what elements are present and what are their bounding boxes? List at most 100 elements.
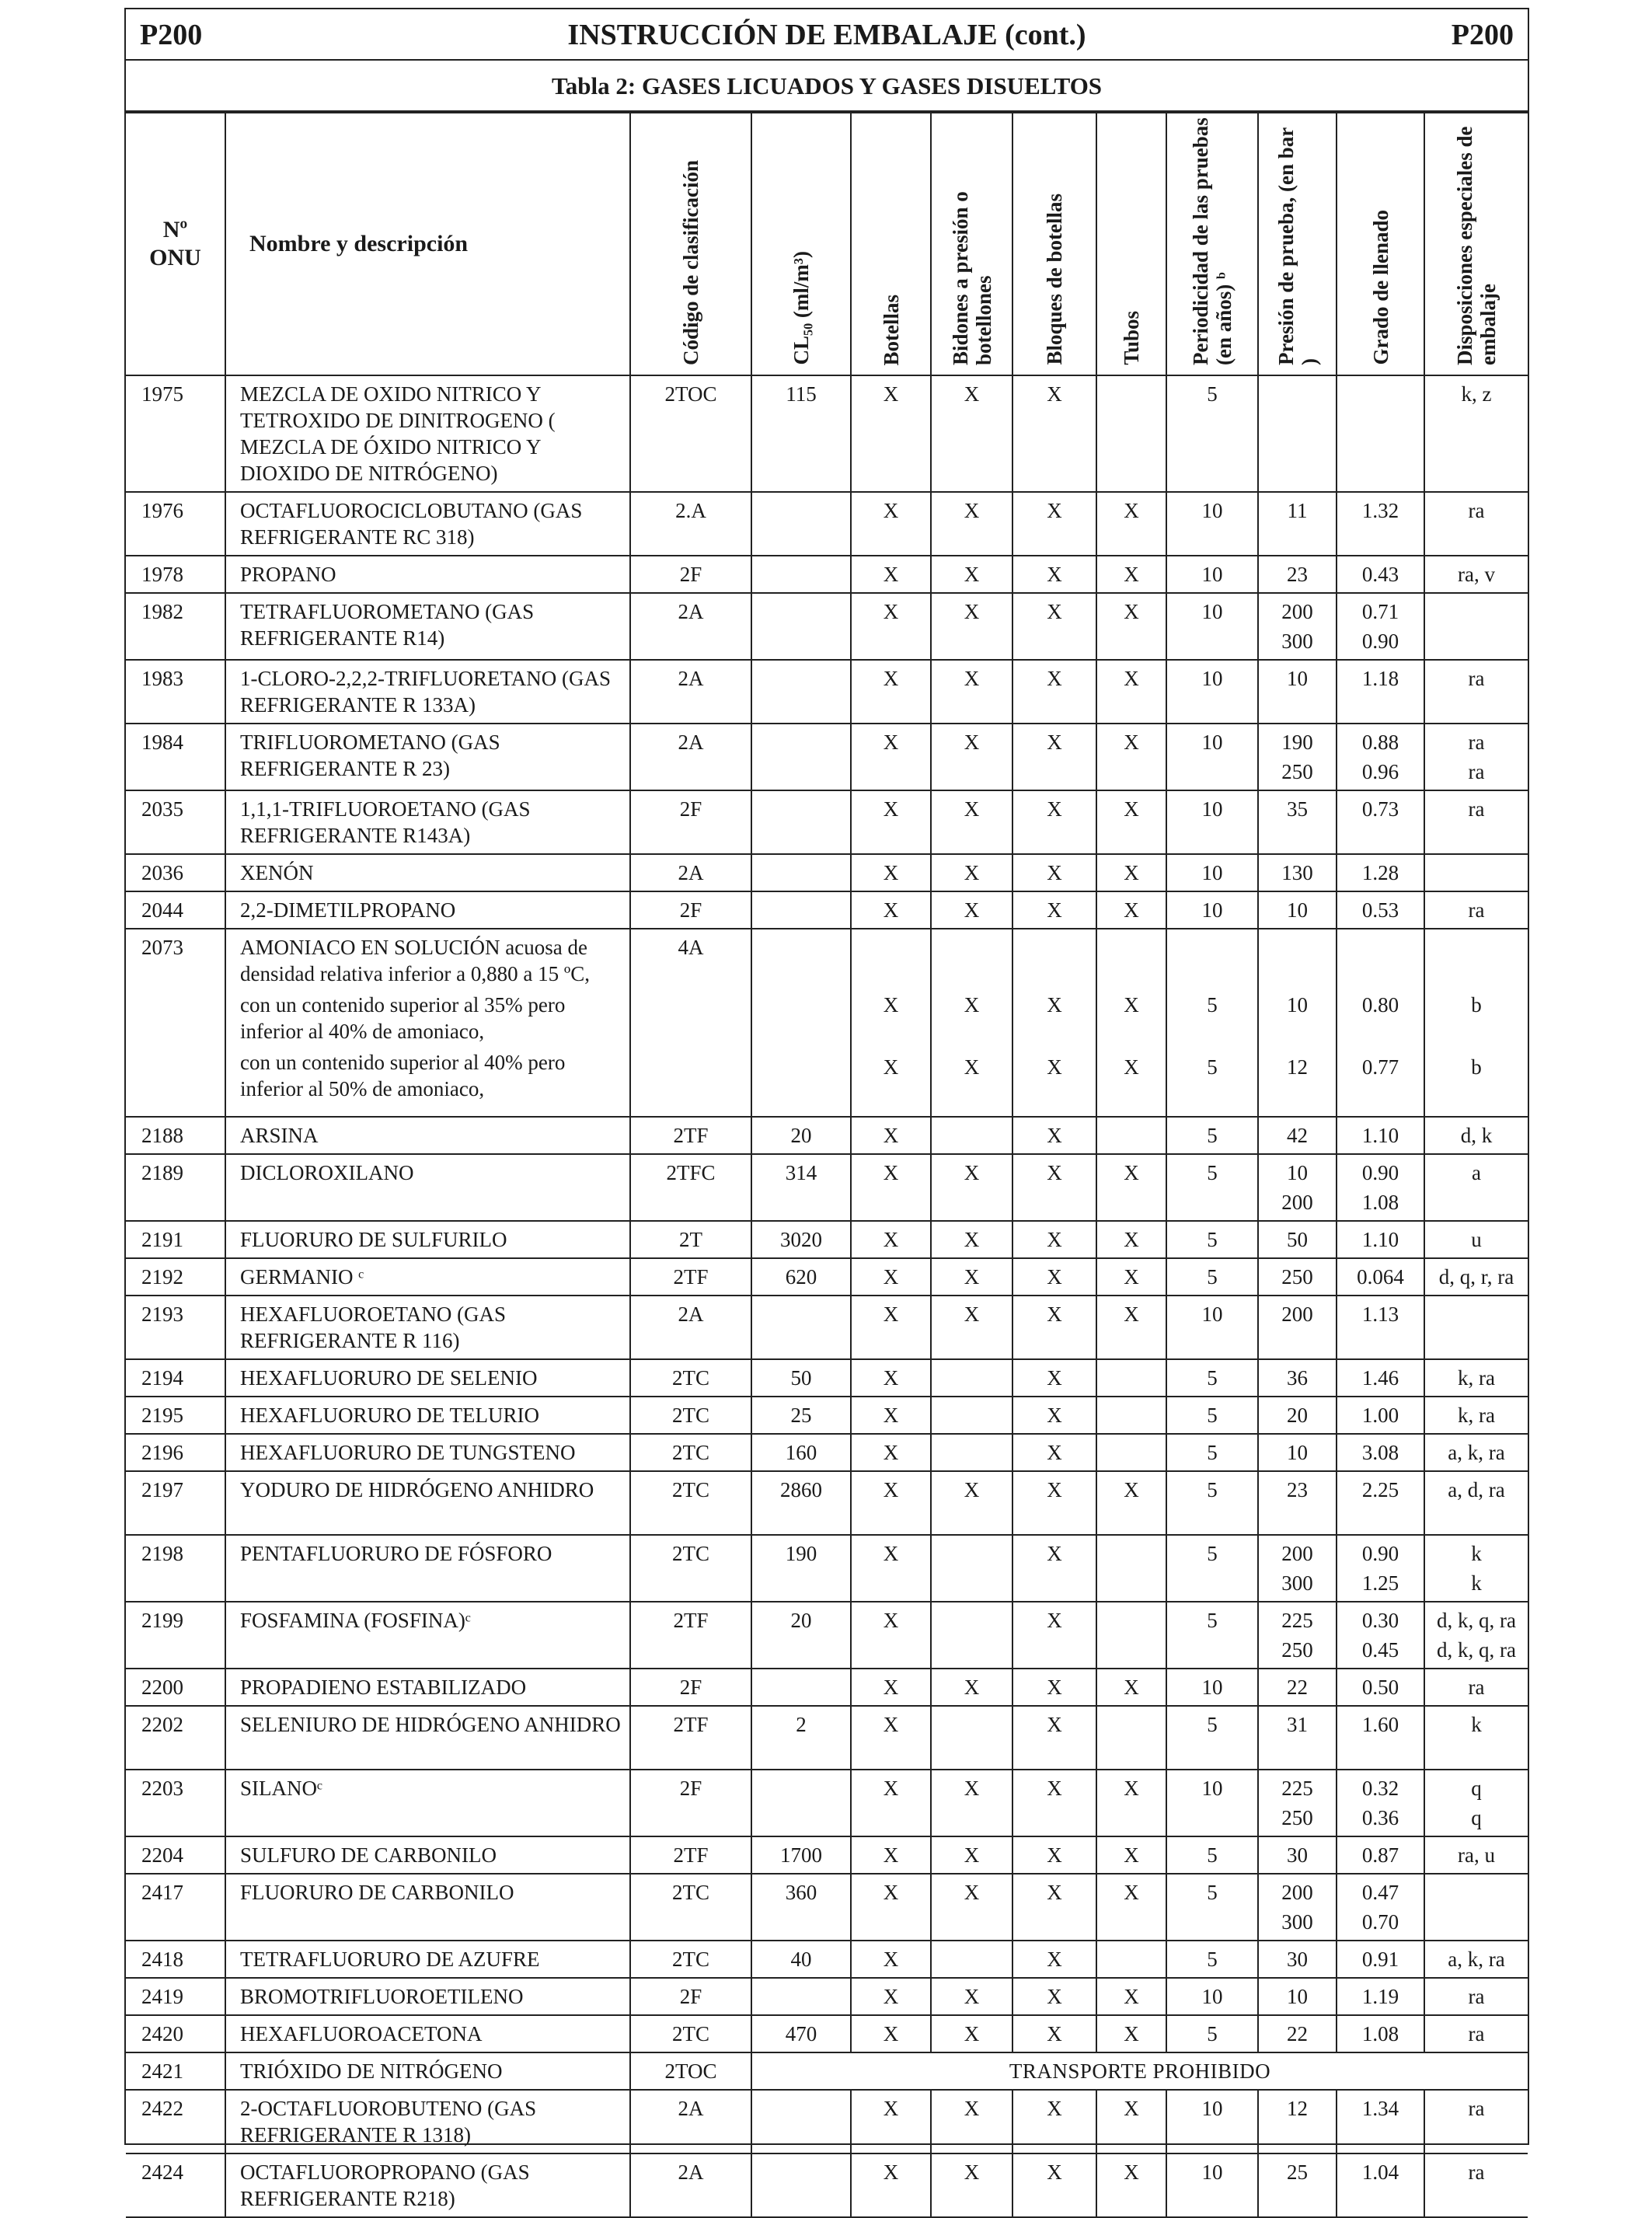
- un-number-cell: 2194: [126, 1358, 226, 1397]
- un-number-cell: 2188: [126, 1116, 226, 1155]
- substance-name-cell: XENÓN: [225, 853, 631, 892]
- filling-ratio-cell: 1.04: [1336, 2153, 1425, 2218]
- cylinders-cell: X: [850, 1534, 932, 1602]
- un-number-cell: 2420: [126, 2014, 226, 2053]
- test-pressure-cell: 12: [1257, 2089, 1337, 2154]
- special-provisions-cell: k, ra: [1424, 1396, 1528, 1435]
- filling-ratio-cell: 0.80 0.77: [1336, 928, 1425, 1118]
- cl50-cell: [751, 891, 852, 929]
- test-pressure-cell: 200 300: [1257, 1534, 1337, 1602]
- pressure-drums-cell: X: [930, 375, 1013, 493]
- test-pressure-cell: 225 250: [1257, 1769, 1337, 1837]
- cl50-cell: 160: [751, 1433, 852, 1472]
- pressure-drums-cell: [930, 1940, 1013, 1979]
- cylinders-cell: X: [850, 2014, 932, 2053]
- substance-name-cell: TETRAFLUOROMETANO (GAS REFRIGERANTE R14): [225, 592, 631, 661]
- un-number-cell: 1984: [126, 723, 226, 791]
- substance-name-text: PENTAFLUORURO DE FÓSFORO: [240, 1542, 552, 1565]
- class-code-cell: 2A: [629, 723, 752, 791]
- substance-name-cell: 1,1,1-TRIFLUOROETANO (GAS REFRIGERANTE R…: [225, 790, 631, 855]
- special-provisions-cell: d, k: [1424, 1116, 1528, 1155]
- un-number-cell: 2200: [126, 1668, 226, 1707]
- substance-name-cell: SILANOᶜ: [225, 1769, 631, 1837]
- substance-name-text: GERMANIO ᶜ: [240, 1265, 364, 1289]
- substance-name-text: FLUORURO DE CARBONILO: [240, 1881, 514, 1904]
- tubes-cell: X: [1096, 1836, 1167, 1874]
- cl50-cell: [751, 853, 852, 892]
- substance-name-cell: OCTAFLUOROPROPANO (GAS REFRIGERANTE R218…: [225, 2153, 631, 2218]
- special-provisions-cell: ra, v: [1424, 555, 1528, 594]
- pressure-drums-cell: [930, 1116, 1013, 1155]
- class-code-cell: 2TC: [629, 1873, 752, 1941]
- un-number-cell: 2203: [126, 1769, 226, 1837]
- substance-name-cell: OCTAFLUOROCICLOBUTANO (GAS REFRIGERANTE …: [225, 491, 631, 556]
- cl50-cell: [751, 2153, 852, 2218]
- test-pressure-cell: 190 250: [1257, 723, 1337, 791]
- un-number-cell: 2198: [126, 1534, 226, 1602]
- test-pressure-cell: 200: [1257, 1295, 1337, 1360]
- substance-name-cell: GERMANIO ᶜ: [225, 1257, 631, 1296]
- filling-ratio-cell: 0.71 0.90: [1336, 592, 1425, 661]
- test-pressure-cell: 50: [1257, 1220, 1337, 1259]
- un-number-cell: 2193: [126, 1295, 226, 1360]
- table-row: 2422 2-OCTAFLUOROBUTENO (GAS REFRIGERANTE…: [126, 2089, 1528, 2154]
- special-provisions-cell: d, q, r, ra: [1424, 1257, 1528, 1296]
- un-number-cell: 2192: [126, 1257, 226, 1296]
- cylinders-cell: X: [850, 1358, 932, 1397]
- cl50-cell: 25: [751, 1396, 852, 1435]
- bundles-cell: X: [1012, 1705, 1097, 1770]
- pressure-drums-cell: [930, 1705, 1013, 1770]
- pressure-drums-cell: X: [930, 1873, 1013, 1941]
- filling-ratio-cell: 1.10: [1336, 1116, 1425, 1155]
- substance-name-cell: HEXAFLUOROACETONA: [225, 2014, 631, 2053]
- cl50-cell: [751, 491, 852, 556]
- filling-ratio-cell: 0.90 1.25: [1336, 1534, 1425, 1602]
- filling-ratio-cell: 1.32: [1336, 491, 1425, 556]
- test-period-cell: 5: [1166, 1433, 1259, 1472]
- pressure-drums-cell: X: [930, 891, 1013, 929]
- table-row: 1984 TRIFLUOROMETANO (GAS REFRIGERANTE R …: [126, 723, 1528, 791]
- cl50-cell: 360: [751, 1873, 852, 1941]
- tubes-cell: X: [1096, 790, 1167, 855]
- filling-ratio-cell: 0.90 1.08: [1336, 1153, 1425, 1222]
- substance-name-text: YODURO DE HIDRÓGENO ANHIDRO: [240, 1478, 594, 1501]
- table-subtitle: Tabla 2: GASES LICUADOS Y GASES DISUELTO…: [126, 61, 1528, 112]
- filling-ratio-cell: 0.32 0.36: [1336, 1769, 1425, 1837]
- substance-name-text: con un contenido superior al 35% pero in…: [240, 993, 566, 1043]
- table-row: 2199 FOSFAMINA (FOSFINA)ᶜ 2TF 20 X X 5 225 250…: [126, 1601, 1528, 1669]
- pressure-drums-cell: [930, 1358, 1013, 1397]
- special-provisions-cell: ra: [1424, 659, 1528, 724]
- tubes-cell: X: [1096, 1295, 1167, 1360]
- class-code-cell: 2F: [629, 891, 752, 929]
- table-row: 2036 XENÓN 2A X X X X 10 130 1.28: [126, 853, 1528, 892]
- table-row: 1975 MEZCLA DE OXIDO NITRICO Y TETROXIDO …: [126, 375, 1528, 493]
- tubes-cell: [1096, 1433, 1167, 1472]
- test-period-cell: 10: [1166, 790, 1259, 855]
- table-row: 1983 1-CLORO-2,2,2-TRIFLUORETANO (GAS REF…: [126, 659, 1528, 724]
- test-pressure-cell: 11: [1257, 491, 1337, 556]
- test-pressure-cell: 30: [1257, 1940, 1337, 1979]
- un-number-cell: 2197: [126, 1470, 226, 1536]
- tubes-cell: X: [1096, 1668, 1167, 1707]
- special-provisions-cell: k, ra: [1424, 1358, 1528, 1397]
- substance-name-text: con un contenido superior al 40% pero in…: [240, 1051, 566, 1100]
- tubes-cell: [1096, 375, 1167, 493]
- filling-ratio-cell: 1.34: [1336, 2089, 1425, 2154]
- cylinders-cell: X: [850, 1257, 932, 1296]
- table-row: 1976 OCTAFLUOROCICLOBUTANO (GAS REFRIGERA…: [126, 491, 1528, 556]
- tubes-cell: X: [1096, 723, 1167, 791]
- cl50-cell: [751, 928, 852, 1118]
- class-code-cell: 2TC: [629, 1433, 752, 1472]
- substance-name-cell: AMONIACO EN SOLUCIÓN acuosa de densidad …: [225, 928, 631, 1118]
- table-row: 1978 PROPANO 2F X X X X 10 23 0.43 ra, v: [126, 555, 1528, 594]
- table-row: 2191 FLUORURO DE SULFURILO 2T 3020 X X X X 5 50 1.…: [126, 1220, 1528, 1259]
- special-provisions-cell: k, z: [1424, 375, 1528, 493]
- filling-ratio-cell: 1.28: [1336, 853, 1425, 892]
- substance-name-text: HEXAFLUORURO DE TUNGSTENO: [240, 1441, 576, 1464]
- special-provisions-cell: [1424, 592, 1528, 661]
- filling-ratio-cell: 1.00: [1336, 1396, 1425, 1435]
- test-period-cell: 5: [1166, 1257, 1259, 1296]
- test-period-cell: 5: [1166, 1396, 1259, 1435]
